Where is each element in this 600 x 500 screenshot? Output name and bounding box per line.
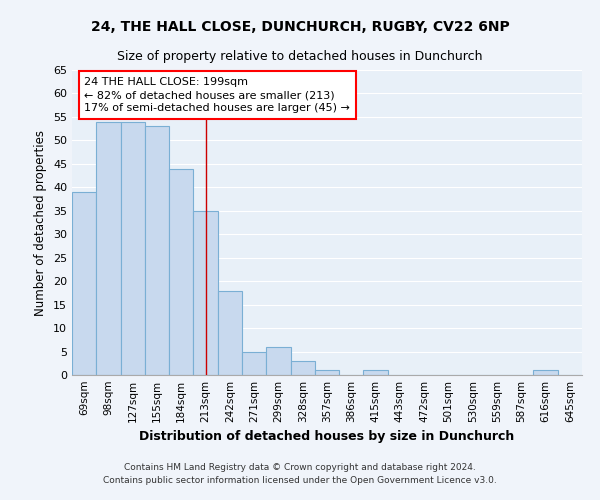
- Text: Size of property relative to detached houses in Dunchurch: Size of property relative to detached ho…: [117, 50, 483, 63]
- Bar: [169, 168, 193, 375]
- Bar: [242, 352, 266, 375]
- Bar: [364, 370, 388, 375]
- Bar: [266, 347, 290, 375]
- Bar: [533, 370, 558, 375]
- Bar: [315, 370, 339, 375]
- Y-axis label: Number of detached properties: Number of detached properties: [34, 130, 47, 316]
- Bar: [145, 126, 169, 375]
- Bar: [290, 361, 315, 375]
- Text: 24, THE HALL CLOSE, DUNCHURCH, RUGBY, CV22 6NP: 24, THE HALL CLOSE, DUNCHURCH, RUGBY, CV…: [91, 20, 509, 34]
- Bar: [96, 122, 121, 375]
- Bar: [121, 122, 145, 375]
- Text: Contains HM Land Registry data © Crown copyright and database right 2024.
Contai: Contains HM Land Registry data © Crown c…: [103, 464, 497, 485]
- X-axis label: Distribution of detached houses by size in Dunchurch: Distribution of detached houses by size …: [139, 430, 515, 444]
- Bar: [193, 211, 218, 375]
- Text: 24 THE HALL CLOSE: 199sqm
← 82% of detached houses are smaller (213)
17% of semi: 24 THE HALL CLOSE: 199sqm ← 82% of detac…: [84, 77, 350, 114]
- Bar: [72, 192, 96, 375]
- Bar: [218, 290, 242, 375]
